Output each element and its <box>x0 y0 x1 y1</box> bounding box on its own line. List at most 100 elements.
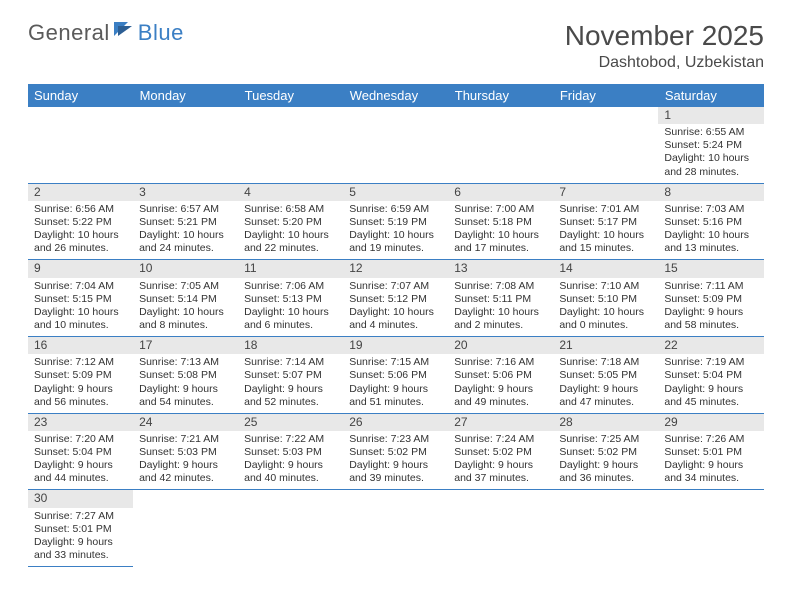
day-details: Sunrise: 6:55 AMSunset: 5:24 PMDaylight:… <box>658 124 763 183</box>
calendar-cell <box>343 107 448 183</box>
day-details: Sunrise: 6:57 AMSunset: 5:21 PMDaylight:… <box>133 201 238 260</box>
calendar-cell: 20Sunrise: 7:16 AMSunset: 5:06 PMDayligh… <box>448 337 553 414</box>
sunset-line: Sunset: 5:09 PM <box>664 293 757 306</box>
sunset-line: Sunset: 5:03 PM <box>244 446 337 459</box>
calendar-cell: 24Sunrise: 7:21 AMSunset: 5:03 PMDayligh… <box>133 413 238 490</box>
daylight-line: Daylight: 9 hours and 58 minutes. <box>664 306 757 332</box>
day-number: 24 <box>133 414 238 431</box>
day-details: Sunrise: 7:20 AMSunset: 5:04 PMDaylight:… <box>28 431 133 490</box>
calendar-cell: 1Sunrise: 6:55 AMSunset: 5:24 PMDaylight… <box>658 107 763 183</box>
day-details: Sunrise: 7:21 AMSunset: 5:03 PMDaylight:… <box>133 431 238 490</box>
sunset-line: Sunset: 5:06 PM <box>454 369 547 382</box>
day-number: 27 <box>448 414 553 431</box>
sunrise-line: Sunrise: 7:20 AM <box>34 433 127 446</box>
daylight-line: Daylight: 10 hours and 28 minutes. <box>664 152 757 178</box>
calendar-cell: 14Sunrise: 7:10 AMSunset: 5:10 PMDayligh… <box>553 260 658 337</box>
sunset-line: Sunset: 5:03 PM <box>139 446 232 459</box>
sunset-line: Sunset: 5:01 PM <box>34 523 127 536</box>
day-details: Sunrise: 7:03 AMSunset: 5:16 PMDaylight:… <box>658 201 763 260</box>
day-details: Sunrise: 6:56 AMSunset: 5:22 PMDaylight:… <box>28 201 133 260</box>
calendar-cell <box>658 490 763 567</box>
day-number: 21 <box>553 337 658 354</box>
calendar-cell: 28Sunrise: 7:25 AMSunset: 5:02 PMDayligh… <box>553 413 658 490</box>
day-details: Sunrise: 7:11 AMSunset: 5:09 PMDaylight:… <box>658 278 763 337</box>
daylight-line: Daylight: 9 hours and 36 minutes. <box>559 459 652 485</box>
day-number: 7 <box>553 184 658 201</box>
day-details: Sunrise: 7:22 AMSunset: 5:03 PMDaylight:… <box>238 431 343 490</box>
sunset-line: Sunset: 5:08 PM <box>139 369 232 382</box>
day-details: Sunrise: 7:01 AMSunset: 5:17 PMDaylight:… <box>553 201 658 260</box>
day-details: Sunrise: 7:16 AMSunset: 5:06 PMDaylight:… <box>448 354 553 413</box>
sunrise-line: Sunrise: 7:23 AM <box>349 433 442 446</box>
calendar-cell: 13Sunrise: 7:08 AMSunset: 5:11 PMDayligh… <box>448 260 553 337</box>
sunrise-line: Sunrise: 6:55 AM <box>664 126 757 139</box>
calendar-cell <box>553 107 658 183</box>
sunrise-line: Sunrise: 7:14 AM <box>244 356 337 369</box>
sunset-line: Sunset: 5:02 PM <box>349 446 442 459</box>
day-number: 15 <box>658 260 763 277</box>
calendar-cell <box>28 107 133 183</box>
sunrise-line: Sunrise: 7:12 AM <box>34 356 127 369</box>
calendar-cell: 30Sunrise: 7:27 AMSunset: 5:01 PMDayligh… <box>28 490 133 567</box>
sunset-line: Sunset: 5:12 PM <box>349 293 442 306</box>
sunset-line: Sunset: 5:15 PM <box>34 293 127 306</box>
calendar-cell: 15Sunrise: 7:11 AMSunset: 5:09 PMDayligh… <box>658 260 763 337</box>
calendar-row: 1Sunrise: 6:55 AMSunset: 5:24 PMDaylight… <box>28 107 764 183</box>
sunset-line: Sunset: 5:13 PM <box>244 293 337 306</box>
daylight-line: Daylight: 9 hours and 44 minutes. <box>34 459 127 485</box>
day-number: 13 <box>448 260 553 277</box>
calendar-cell: 11Sunrise: 7:06 AMSunset: 5:13 PMDayligh… <box>238 260 343 337</box>
daylight-line: Daylight: 9 hours and 39 minutes. <box>349 459 442 485</box>
sunrise-line: Sunrise: 7:08 AM <box>454 280 547 293</box>
daylight-line: Daylight: 9 hours and 40 minutes. <box>244 459 337 485</box>
calendar-cell <box>553 490 658 567</box>
calendar-cell <box>343 490 448 567</box>
sunrise-line: Sunrise: 7:26 AM <box>664 433 757 446</box>
sunrise-line: Sunrise: 6:57 AM <box>139 203 232 216</box>
daylight-line: Daylight: 10 hours and 15 minutes. <box>559 229 652 255</box>
calendar-row: 23Sunrise: 7:20 AMSunset: 5:04 PMDayligh… <box>28 413 764 490</box>
day-details: Sunrise: 7:18 AMSunset: 5:05 PMDaylight:… <box>553 354 658 413</box>
sunset-line: Sunset: 5:07 PM <box>244 369 337 382</box>
day-details: Sunrise: 7:13 AMSunset: 5:08 PMDaylight:… <box>133 354 238 413</box>
daylight-line: Daylight: 9 hours and 52 minutes. <box>244 383 337 409</box>
calendar-row: 2Sunrise: 6:56 AMSunset: 5:22 PMDaylight… <box>28 183 764 260</box>
calendar-cell <box>133 107 238 183</box>
daylight-line: Daylight: 10 hours and 0 minutes. <box>559 306 652 332</box>
day-number: 2 <box>28 184 133 201</box>
sunset-line: Sunset: 5:21 PM <box>139 216 232 229</box>
daylight-line: Daylight: 9 hours and 56 minutes. <box>34 383 127 409</box>
daylight-line: Daylight: 9 hours and 34 minutes. <box>664 459 757 485</box>
sunrise-line: Sunrise: 7:11 AM <box>664 280 757 293</box>
day-number: 29 <box>658 414 763 431</box>
day-details: Sunrise: 7:07 AMSunset: 5:12 PMDaylight:… <box>343 278 448 337</box>
calendar-cell: 7Sunrise: 7:01 AMSunset: 5:17 PMDaylight… <box>553 183 658 260</box>
sunrise-line: Sunrise: 7:19 AM <box>664 356 757 369</box>
weekday-header-row: SundayMondayTuesdayWednesdayThursdayFrid… <box>28 84 764 107</box>
sunset-line: Sunset: 5:06 PM <box>349 369 442 382</box>
day-details: Sunrise: 7:08 AMSunset: 5:11 PMDaylight:… <box>448 278 553 337</box>
sunset-line: Sunset: 5:10 PM <box>559 293 652 306</box>
day-number: 20 <box>448 337 553 354</box>
day-details: Sunrise: 7:15 AMSunset: 5:06 PMDaylight:… <box>343 354 448 413</box>
weekday-header: Tuesday <box>238 84 343 107</box>
calendar-table: SundayMondayTuesdayWednesdayThursdayFrid… <box>28 84 764 567</box>
day-number: 9 <box>28 260 133 277</box>
sunrise-line: Sunrise: 6:56 AM <box>34 203 127 216</box>
sunset-line: Sunset: 5:22 PM <box>34 216 127 229</box>
calendar-cell: 4Sunrise: 6:58 AMSunset: 5:20 PMDaylight… <box>238 183 343 260</box>
calendar-cell <box>238 107 343 183</box>
day-number: 1 <box>658 107 763 124</box>
sunrise-line: Sunrise: 7:27 AM <box>34 510 127 523</box>
calendar-cell <box>448 490 553 567</box>
daylight-line: Daylight: 10 hours and 4 minutes. <box>349 306 442 332</box>
sunrise-line: Sunrise: 7:07 AM <box>349 280 442 293</box>
day-details: Sunrise: 7:24 AMSunset: 5:02 PMDaylight:… <box>448 431 553 490</box>
day-number: 25 <box>238 414 343 431</box>
calendar-row: 9Sunrise: 7:04 AMSunset: 5:15 PMDaylight… <box>28 260 764 337</box>
logo: General Blue <box>28 20 184 46</box>
sunset-line: Sunset: 5:05 PM <box>559 369 652 382</box>
calendar-cell: 18Sunrise: 7:14 AMSunset: 5:07 PMDayligh… <box>238 337 343 414</box>
calendar-cell <box>238 490 343 567</box>
sunset-line: Sunset: 5:20 PM <box>244 216 337 229</box>
